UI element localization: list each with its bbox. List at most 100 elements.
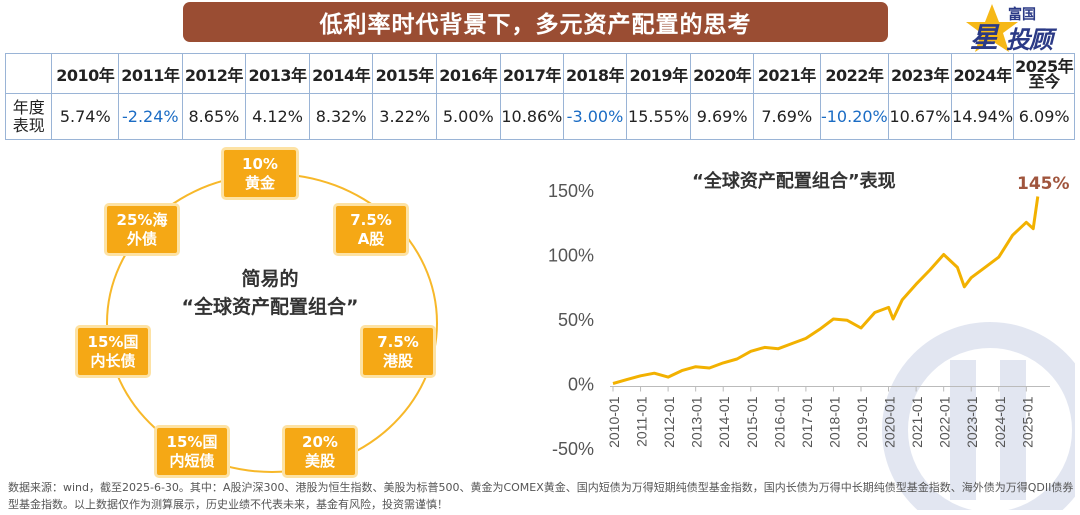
wheel-center-label: 简易的 “全球资产配置组合” [140,265,400,321]
y-tick-label: 0% [568,375,594,395]
x-tick-label: 2015-01 [744,396,760,448]
allocation-pct: 7.5% [350,210,392,229]
x-tick-label: 2024-01 [992,396,1008,448]
wheel-center-line1: 简易的 [241,268,299,290]
year-header: 2024年 [950,53,1015,94]
return-cell: -10.20% [819,93,890,140]
allocation-box-short-bond: 15%国 内短债 [154,425,230,478]
allocation-box-long-bond: 15%国 内长债 [75,325,151,378]
allocation-pct: 10% [242,154,278,173]
return-cell: -2.24% [118,93,183,140]
allocation-name: A股 [357,229,385,248]
return-cell: 5.74% [51,93,120,140]
year-header: 2012年 [181,53,247,94]
year-header-ytd-line2: 至今 [1028,71,1061,91]
year-header: 2010年 [51,53,120,94]
return-cell: 14.94% [950,93,1015,140]
return-cell: -3.00% [563,93,627,140]
x-tick-label: 2013-01 [689,396,705,448]
x-tick-label: 2012-01 [661,396,677,448]
y-tick-label: 100% [548,246,594,266]
allocation-name: 内长债 [90,351,136,370]
x-tick-label: 2021-01 [909,396,925,448]
year-header: 2023年 [888,53,952,94]
allocation-pct: 25%海 [116,210,168,229]
annual-performance-table: 2010年 2011年 2012年 2013年 2014年 2015年 2016… [4,53,1075,140]
table-corner-cell [4,53,53,94]
return-cell: 4.12% [245,93,310,140]
year-header: 2020年 [690,53,754,94]
return-cell: 8.65% [181,93,247,140]
allocation-pct: 7.5% [377,332,419,351]
y-axis: 150% 100% 50% 0% -50% [548,181,594,459]
allocation-box-a-share: 7.5% A股 [333,203,409,256]
series-layer [612,196,1040,385]
year-header: 2016年 [436,53,501,94]
source-footnote: 数据来源：wind，截至2025-6-30。其中：A股沪深300、港股为恒生指数… [8,481,1074,511]
year-header: 2022年 [819,53,890,94]
x-tick-label: 2016-01 [771,396,787,448]
x-tick-label: 2014-01 [716,396,732,448]
return-cell: 6.09% [1013,93,1075,140]
x-tick-label: 2023-01 [964,396,980,448]
allocation-box-us-stock: 20% 美股 [282,425,358,478]
row-label: 年度 表现 [4,93,53,140]
allocation-box-overseas-bond: 25%海 外债 [104,203,180,256]
allocation-box-gold: 10% 黄金 [221,147,299,200]
allocation-name: 美股 [304,451,335,470]
chart-title: “全球资产配置组合”表现 [692,171,896,192]
return-cell: 8.32% [308,93,374,140]
table-value-row: 年度 表现 5.74% -2.24% 8.65% 4.12% 8.32% 3.2… [4,93,1075,140]
return-cell: 3.22% [372,93,437,140]
x-tick-label: 2019-01 [854,396,870,448]
year-header: 2014年 [308,53,374,94]
page-title: 低利率时代背景下，多元资产配置的思考 [183,2,888,42]
allocation-pct: 20% [302,432,338,451]
return-cell: 7.69% [752,93,821,140]
y-tick-label: 150% [548,181,594,201]
logo-main-text: 投顾 [1006,26,1053,54]
y-tick-label: -50% [552,439,594,459]
logo-top-text: 富国 [1008,7,1036,23]
allocation-name: 黄金 [244,173,275,192]
x-tick-label: 2020-01 [882,396,898,448]
year-header: 2015年 [372,53,437,94]
year-header: 2019年 [625,53,692,94]
table-header-row: 2010年 2011年 2012年 2013年 2014年 2015年 2016… [4,53,1075,94]
allocation-name: 港股 [382,351,413,370]
year-header: 2017年 [499,53,565,94]
portfolio-line-chart: 150%100%50%0%-50% 2010-01 2011-01 2012-01 2… [548,181,1050,459]
return-cell: 5.00% [436,93,501,140]
x-tick-label: 2022-01 [937,396,953,448]
end-value-label: 145% [1017,174,1070,194]
year-header: 2018年 [563,53,627,94]
page-title-text: 低利率时代背景下，多元资产配置的思考 [319,12,752,38]
year-header-ytd-line1: 2025年 [1015,56,1074,76]
return-cell: 15.55% [625,93,692,140]
star-icon [966,4,1018,52]
allocation-pct: 15%国 [87,332,139,351]
x-tick-label: 2018-01 [826,396,842,448]
x-tick-label: 2017-01 [799,396,815,448]
year-header: 2011年 [118,53,183,94]
row-label-line1: 年度 [12,97,45,117]
year-header: 2013年 [245,53,310,94]
x-tick-label: 2010-01 [606,396,622,448]
year-header: 2021年 [752,53,821,94]
logo: 星 富国 投顾 [962,2,1074,54]
x-axis: 2010-01 2011-01 2012-01 2013-01 2014-01 2015-… [606,386,1050,448]
y-tick-label: 50% [558,310,594,330]
x-tick-label: 2025-01 [1019,396,1035,448]
watermark-logo-icon [882,322,1075,510]
allocation-name: 内短债 [169,451,215,470]
row-label-line2: 表现 [12,115,45,135]
return-cell: 10.86% [499,93,565,140]
return-cell: 9.69% [690,93,754,140]
allocation-pct: 15%国 [166,432,218,451]
allocation-name: 外债 [126,229,157,248]
allocation-wheel: 10% 黄金 7.5% A股 7.5% 港股 20% 美股 15%国 内短债 1… [60,145,490,480]
portfolio-series-line [612,196,1040,385]
logo-star-text: 星 [970,21,999,54]
wheel-center-line2: “全球资产配置组合” [181,296,359,318]
allocation-box-hk-share: 7.5% 港股 [360,325,436,378]
